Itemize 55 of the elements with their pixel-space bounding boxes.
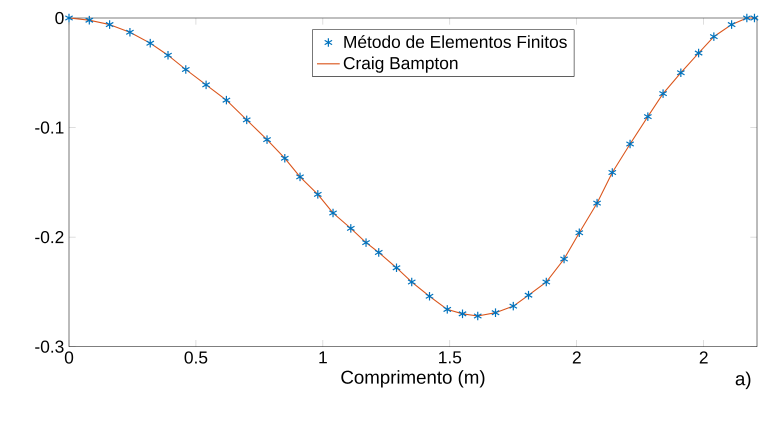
point	[750, 13, 759, 23]
point	[328, 208, 338, 218]
point	[146, 38, 155, 48]
point	[508, 301, 518, 311]
point	[262, 134, 272, 144]
point	[524, 290, 533, 300]
point	[694, 48, 703, 58]
point	[608, 168, 617, 178]
point	[314, 190, 322, 200]
point	[407, 277, 416, 287]
x-tick-label: 0.5	[184, 351, 208, 364]
legend-label: Craig Bampton	[344, 56, 458, 73]
point	[542, 277, 551, 287]
point	[346, 223, 356, 234]
point	[425, 291, 434, 302]
point	[126, 27, 134, 38]
text: a)	[736, 372, 750, 390]
point	[560, 254, 568, 264]
x-axis-title: Comprimento (m)	[341, 370, 484, 388]
point	[710, 32, 718, 42]
point	[280, 153, 290, 164]
point	[626, 139, 634, 149]
point	[164, 50, 172, 60]
y-tick-label: -0.2	[35, 230, 64, 244]
point	[491, 308, 500, 318]
point	[658, 88, 668, 98]
point	[222, 95, 231, 106]
x-tick-label: 0	[64, 351, 74, 364]
point	[592, 198, 602, 208]
point	[362, 238, 370, 248]
point	[202, 80, 210, 90]
point	[727, 20, 736, 30]
point	[575, 228, 584, 238]
point	[85, 15, 94, 26]
point	[296, 172, 304, 182]
x-tick-label: 1.5	[439, 351, 462, 364]
x-tick-label: 2	[572, 351, 581, 364]
point	[392, 262, 401, 273]
legend-label: Método de Elementos Finitos	[344, 35, 567, 48]
point	[64, 13, 74, 23]
y-tick-label: -0.1	[35, 121, 64, 134]
point	[105, 20, 114, 30]
point	[242, 115, 252, 125]
point	[473, 311, 482, 321]
point	[374, 248, 384, 258]
point	[442, 304, 452, 314]
point	[742, 13, 752, 23]
point	[676, 68, 686, 78]
x-tick-label: 2	[700, 351, 708, 364]
y-tick-label: -0.3	[35, 340, 64, 353]
point	[644, 112, 652, 122]
y-tick-label: 0	[55, 12, 64, 24]
x-tick-label: 1	[319, 351, 327, 364]
point	[458, 308, 467, 319]
point	[181, 64, 190, 74]
